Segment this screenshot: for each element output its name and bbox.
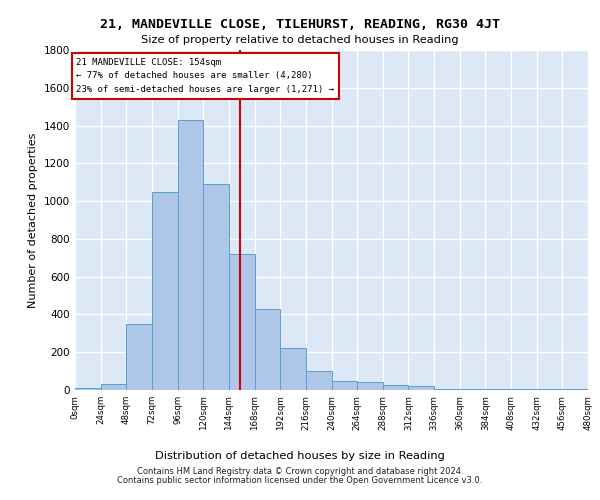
Bar — [280, 348, 306, 390]
Text: Contains HM Land Registry data © Crown copyright and database right 2024.: Contains HM Land Registry data © Crown c… — [137, 467, 463, 476]
Text: Contains public sector information licensed under the Open Government Licence v3: Contains public sector information licen… — [118, 476, 482, 485]
Bar — [460, 389, 485, 390]
Bar — [229, 254, 254, 390]
Bar — [409, 386, 434, 390]
Bar — [562, 389, 588, 390]
Bar — [383, 386, 409, 390]
Text: Size of property relative to detached houses in Reading: Size of property relative to detached ho… — [141, 35, 459, 45]
Bar — [178, 120, 203, 390]
Text: Distribution of detached houses by size in Reading: Distribution of detached houses by size … — [155, 451, 445, 461]
Bar — [331, 380, 357, 390]
Bar — [306, 371, 331, 390]
Bar — [254, 309, 280, 390]
Bar — [75, 388, 101, 390]
Bar — [101, 384, 127, 390]
Text: 21, MANDEVILLE CLOSE, TILEHURST, READING, RG30 4JT: 21, MANDEVILLE CLOSE, TILEHURST, READING… — [100, 18, 500, 30]
Bar — [511, 389, 537, 390]
Bar — [127, 324, 152, 390]
Bar — [537, 389, 562, 390]
Bar — [357, 382, 383, 390]
Y-axis label: Number of detached properties: Number of detached properties — [28, 132, 38, 308]
Text: 21 MANDEVILLE CLOSE: 154sqm
← 77% of detached houses are smaller (4,280)
23% of : 21 MANDEVILLE CLOSE: 154sqm ← 77% of det… — [76, 58, 334, 94]
Bar — [203, 184, 229, 390]
Bar — [434, 389, 460, 390]
Bar — [485, 389, 511, 390]
Bar — [152, 192, 178, 390]
